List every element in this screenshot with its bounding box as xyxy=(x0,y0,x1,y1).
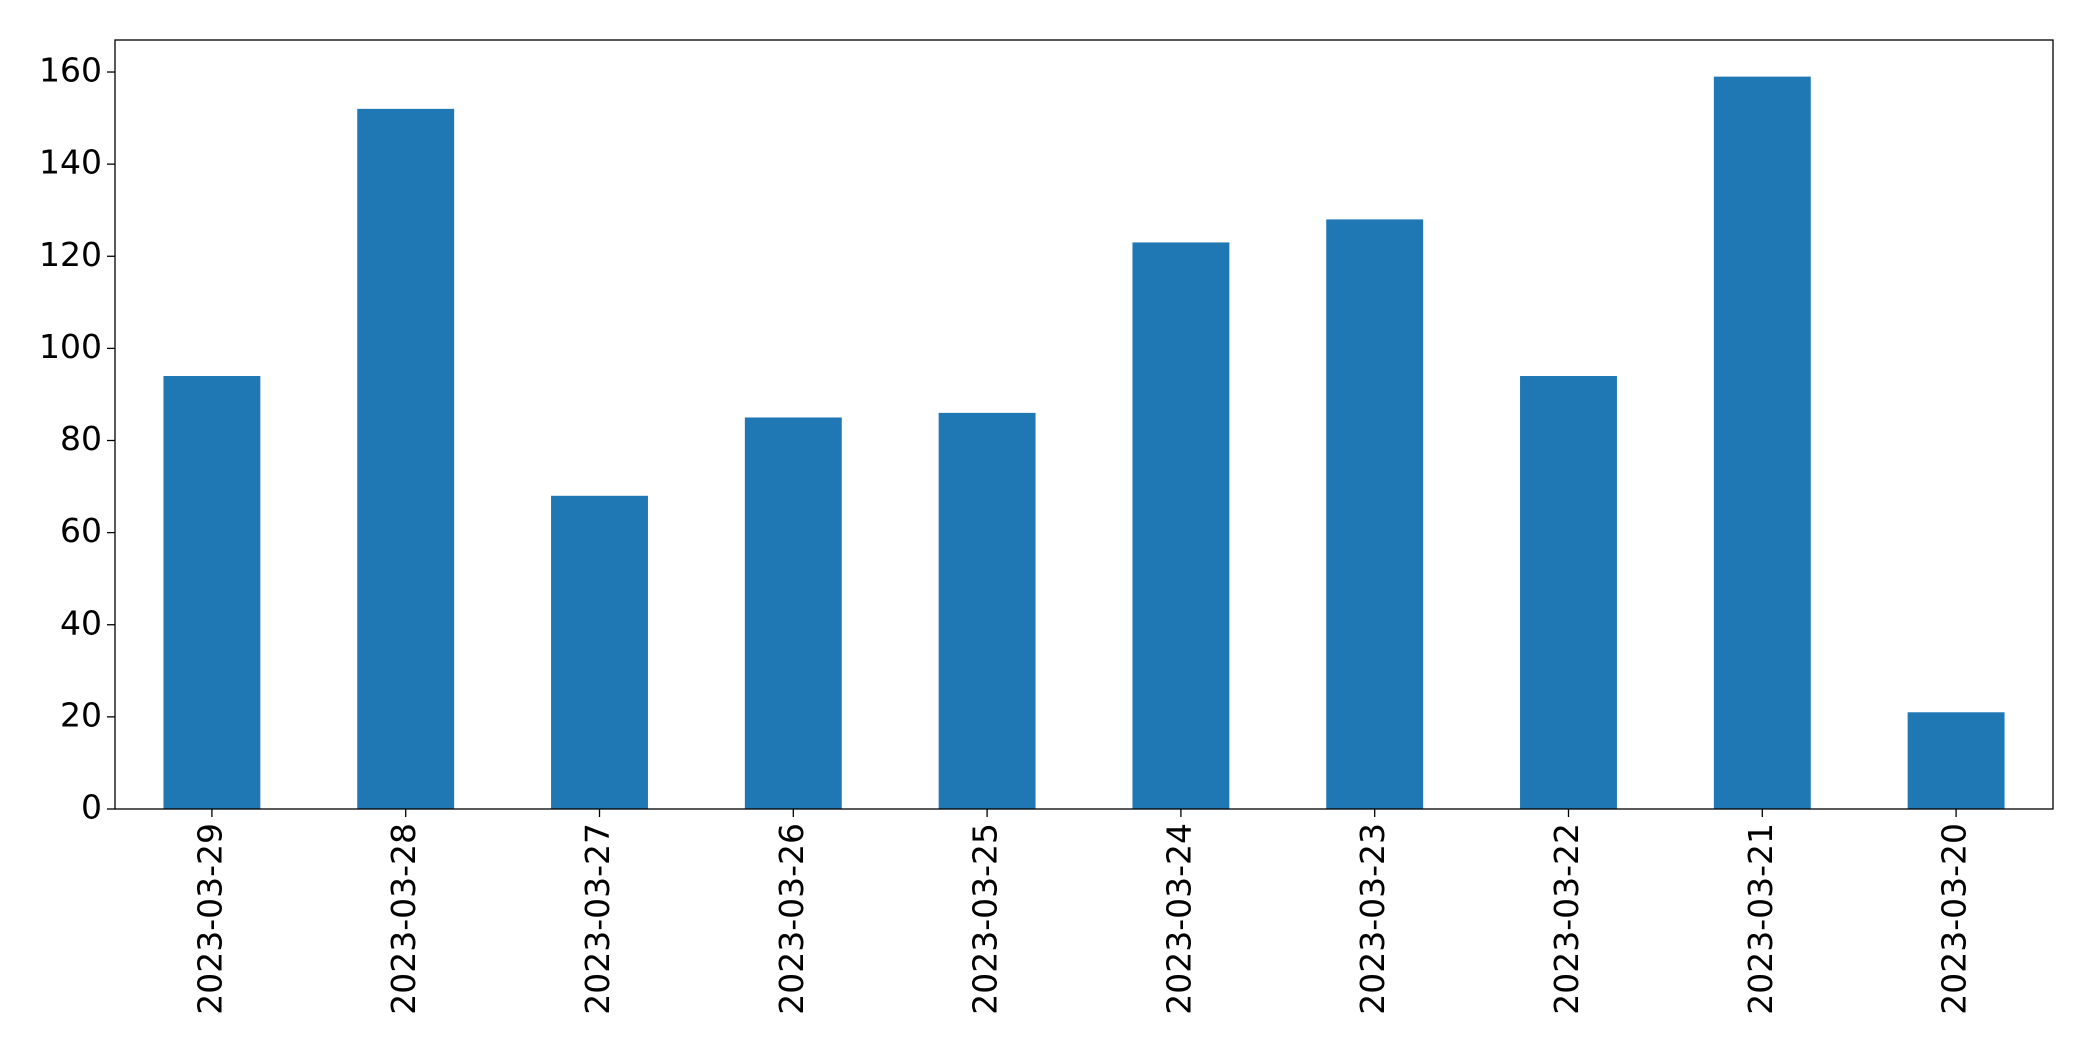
bar xyxy=(1132,242,1230,809)
y-tick-label: 120 xyxy=(39,235,102,274)
y-tick-label: 140 xyxy=(39,143,102,182)
x-tick-label: 2023-03-29 xyxy=(190,823,229,1015)
bar xyxy=(357,108,455,809)
bar xyxy=(1713,76,1811,810)
bar xyxy=(744,417,842,809)
plot-frame xyxy=(114,39,2054,810)
bar xyxy=(551,495,648,809)
x-tick-label: 2023-03-23 xyxy=(1353,823,1392,1015)
x-tick-label: 2023-03-25 xyxy=(966,823,1005,1015)
x-tick-label: 2023-03-26 xyxy=(772,823,811,1015)
bar xyxy=(1326,219,1424,810)
y-tick-label: 100 xyxy=(39,327,102,366)
y-tick-label: 60 xyxy=(60,511,102,550)
x-tick-label: 2023-03-20 xyxy=(1935,823,1974,1015)
bar xyxy=(938,412,1036,809)
y-tick-label: 0 xyxy=(81,788,102,827)
y-tick-label: 20 xyxy=(60,695,102,734)
bar xyxy=(1520,376,1617,809)
x-tick-label: 2023-03-21 xyxy=(1741,823,1780,1015)
bar xyxy=(163,376,261,809)
y-tick-label: 40 xyxy=(60,603,102,642)
x-tick-label: 2023-03-24 xyxy=(1159,823,1198,1015)
x-tick-label: 2023-03-28 xyxy=(384,823,423,1015)
y-tick-label: 160 xyxy=(39,51,102,90)
x-tick-label: 2023-03-22 xyxy=(1547,823,1586,1015)
x-tick-label: 2023-03-27 xyxy=(578,823,617,1015)
y-tick-label: 80 xyxy=(60,419,102,458)
bar xyxy=(1907,712,2005,809)
